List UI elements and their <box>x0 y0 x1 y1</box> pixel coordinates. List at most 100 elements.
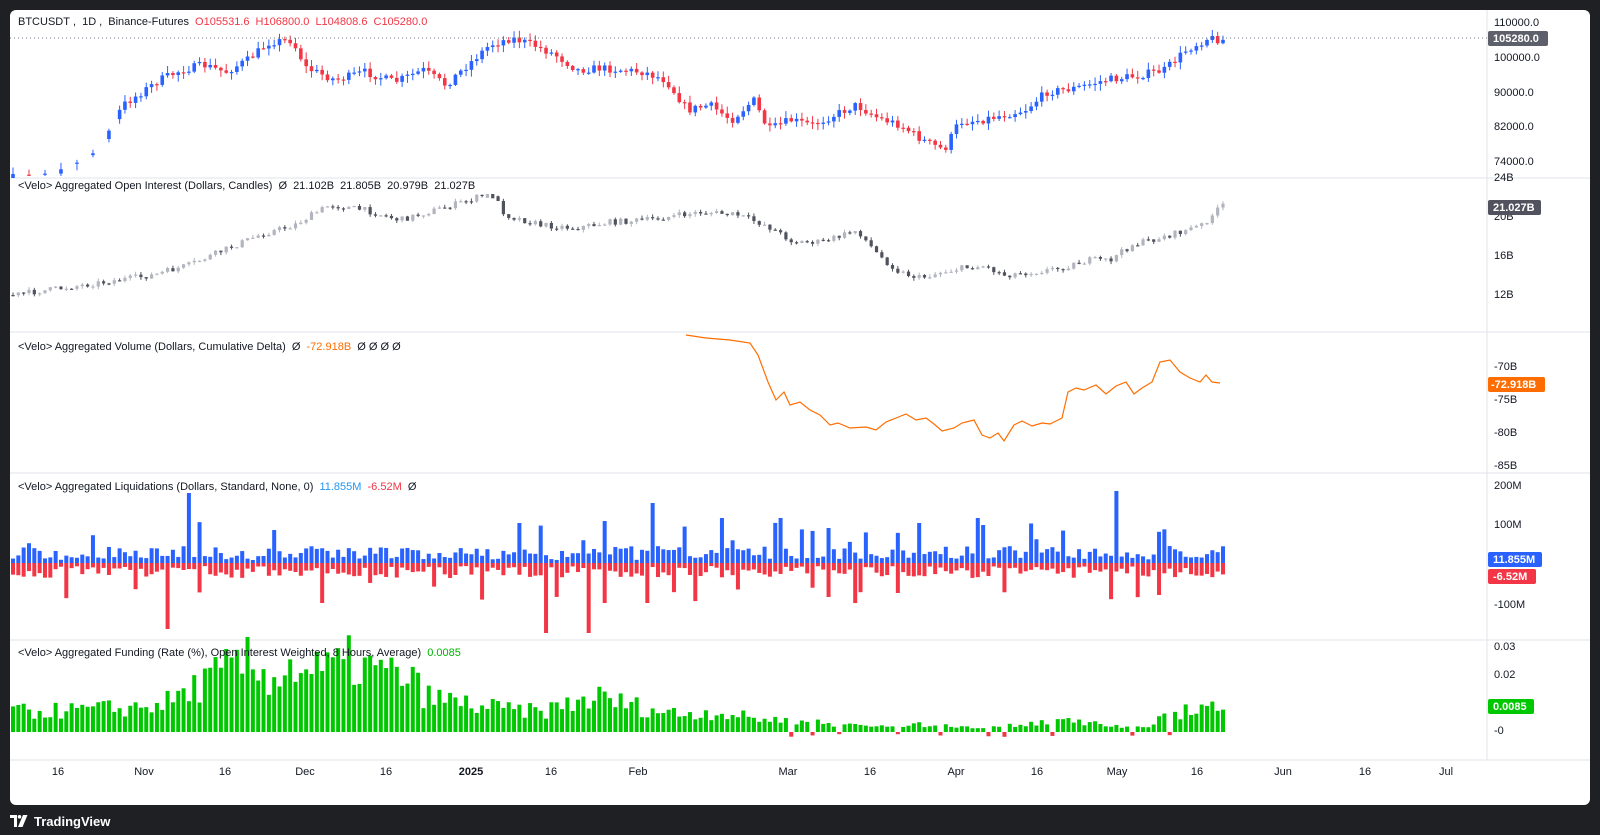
oi-candle[interactable] <box>1029 273 1033 276</box>
funding-bar[interactable] <box>1130 732 1135 736</box>
funding-bar[interactable] <box>490 699 495 732</box>
liq-short-bar[interactable] <box>906 563 911 576</box>
liq-long-bar[interactable] <box>1002 547 1007 563</box>
oi-candle[interactable] <box>619 218 623 225</box>
liq-short-bar[interactable] <box>661 563 666 573</box>
chart-canvas[interactable]: 110000.0 100000.0 90000.0 82000.0 74000.0 105… <box>10 10 1590 805</box>
funding-bar[interactable] <box>362 657 367 732</box>
oi-candle[interactable] <box>411 214 415 221</box>
liq-short-bar[interactable] <box>58 563 63 567</box>
oi-candle[interactable] <box>1136 245 1140 247</box>
funding-bar[interactable] <box>655 713 660 732</box>
oi-candle[interactable] <box>597 225 601 227</box>
liq-long-bar[interactable] <box>240 551 245 563</box>
price-candle[interactable] <box>1119 79 1124 82</box>
liq-short-bar[interactable] <box>1109 563 1114 600</box>
price-candle[interactable] <box>970 121 975 125</box>
liq-short-bar[interactable] <box>1194 563 1199 576</box>
oi-candle[interactable] <box>1200 223 1204 226</box>
liq-short-bar[interactable] <box>250 563 255 572</box>
liq-short-bar[interactable] <box>394 563 399 578</box>
liq-long-bar[interactable] <box>64 555 69 563</box>
oi-candle[interactable] <box>635 218 639 222</box>
liq-long-bar[interactable] <box>762 546 767 563</box>
oi-candle[interactable] <box>885 257 889 266</box>
oi-candle[interactable] <box>352 205 356 208</box>
liq-short-bar[interactable] <box>1023 563 1028 572</box>
oi-candle[interactable] <box>571 228 575 230</box>
liq-long-bar[interactable] <box>58 559 63 563</box>
liq-short-bar[interactable] <box>1013 563 1018 568</box>
funding-bar[interactable] <box>170 702 175 732</box>
liq-long-bar[interactable] <box>842 548 847 563</box>
liq-long-bar[interactable] <box>698 557 703 563</box>
funding-bar[interactable] <box>1103 726 1108 732</box>
funding-bar[interactable] <box>671 707 676 732</box>
price-candle[interactable] <box>453 74 458 85</box>
liq-short-bar[interactable] <box>655 563 660 578</box>
funding-bar[interactable] <box>389 657 394 732</box>
price-candle[interactable] <box>549 52 554 54</box>
liq-long-bar[interactable] <box>805 558 810 563</box>
liq-short-bar[interactable] <box>517 563 522 575</box>
oi-candle[interactable] <box>443 207 447 209</box>
liq-short-bar[interactable] <box>997 563 1002 568</box>
price-candle[interactable] <box>1066 89 1071 92</box>
price-candle[interactable] <box>315 69 319 72</box>
liq-long-bar[interactable] <box>741 550 746 563</box>
liq-long-bar[interactable] <box>320 548 325 563</box>
liq-long-bar[interactable] <box>256 556 261 563</box>
oi-candle[interactable] <box>320 207 324 213</box>
liq-long-bar[interactable] <box>895 532 900 563</box>
oi-candle[interactable] <box>128 275 132 278</box>
liq-long-bar[interactable] <box>213 547 218 563</box>
price-candle[interactable] <box>736 116 740 123</box>
liq-short-bar[interactable] <box>352 563 357 577</box>
liq-long-bar[interactable] <box>1066 556 1071 563</box>
funding-bar[interactable] <box>378 659 383 732</box>
liq-short-bar[interactable] <box>1061 563 1066 573</box>
liq-short-bar[interactable] <box>208 563 213 575</box>
liq-short-bar[interactable] <box>714 563 719 568</box>
liq-short-bar[interactable] <box>90 563 95 568</box>
oi-candle[interactable] <box>1120 249 1124 256</box>
oi-candle[interactable] <box>373 214 378 216</box>
oi-candle[interactable] <box>837 235 841 238</box>
price-candle[interactable] <box>400 75 404 82</box>
liq-short-bar[interactable] <box>1039 563 1044 570</box>
liq-long-bar[interactable] <box>1167 546 1172 563</box>
liq-short-bar[interactable] <box>565 563 570 573</box>
oi-candle[interactable] <box>181 264 186 268</box>
liq-long-bar[interactable] <box>981 525 986 563</box>
liq-long-bar[interactable] <box>1135 554 1140 563</box>
funding-bar[interactable] <box>842 724 847 732</box>
price-candle[interactable] <box>1029 106 1033 112</box>
liq-short-bar[interactable] <box>911 563 916 577</box>
funding-bar[interactable] <box>767 721 772 732</box>
liq-long-bar[interactable] <box>410 550 415 563</box>
liq-long-bar[interactable] <box>938 554 943 563</box>
funding-bar[interactable] <box>746 716 751 732</box>
price-candle[interactable] <box>837 110 842 117</box>
oi-candle[interactable] <box>1130 245 1134 252</box>
funding-bar[interactable] <box>602 691 607 732</box>
oi-candle[interactable] <box>437 207 442 209</box>
liq-long-bar[interactable] <box>138 557 143 563</box>
oi-candle[interactable] <box>981 266 985 268</box>
funding-bar[interactable] <box>517 704 522 732</box>
price-candle[interactable] <box>704 105 708 108</box>
price-candle[interactable] <box>378 78 383 80</box>
oi-candle[interactable] <box>459 201 463 203</box>
liq-long-bar[interactable] <box>767 558 772 563</box>
funding-bar[interactable] <box>122 716 127 732</box>
liq-short-bar[interactable] <box>512 563 517 568</box>
oi-candle[interactable] <box>1162 235 1166 240</box>
liq-long-bar[interactable] <box>1146 559 1151 563</box>
oi-candle[interactable] <box>576 228 580 231</box>
price-candle[interactable] <box>1023 111 1028 113</box>
funding-bar[interactable] <box>890 726 895 732</box>
oi-candle[interactable] <box>699 211 703 214</box>
price-candle[interactable] <box>1055 88 1060 95</box>
funding-bar[interactable] <box>437 689 442 732</box>
price-candle[interactable] <box>1183 51 1188 53</box>
